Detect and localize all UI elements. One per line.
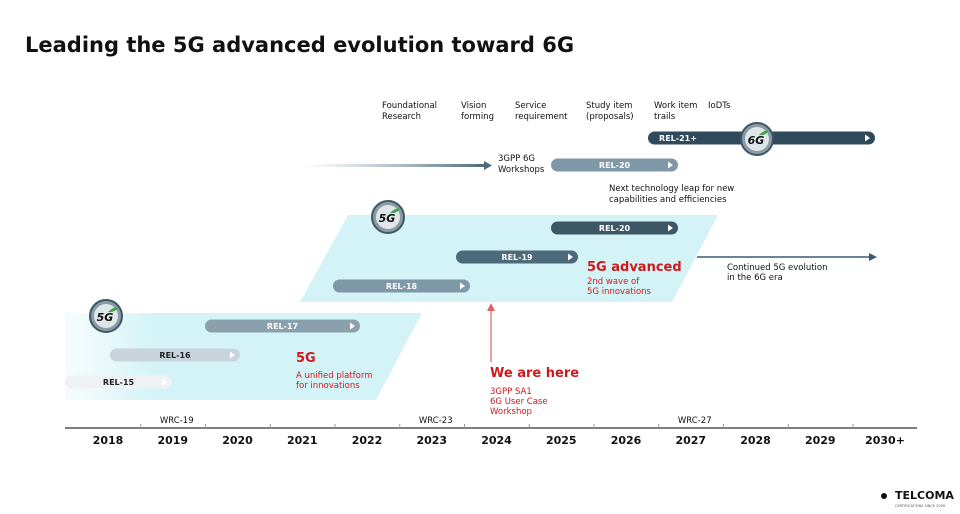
phase-line: Work item [654, 101, 697, 111]
release-label: REL-15 [103, 378, 135, 387]
arrow-head [484, 161, 492, 170]
badge-leaf [390, 208, 400, 214]
badge-label: 5G [379, 212, 396, 225]
here-title: We are here [490, 366, 579, 381]
badge-leaf [759, 130, 769, 136]
year-label: 2022 [352, 434, 383, 447]
year-label: 2030+ [865, 434, 905, 447]
bar-arrow [230, 351, 235, 359]
phase-line: (proposals) [586, 112, 634, 122]
release-bar [65, 375, 172, 389]
year-label: 2029 [805, 434, 836, 447]
badge-leaf [108, 307, 118, 313]
release-label: REL-18 [386, 282, 418, 291]
year-label: 2026 [611, 434, 642, 447]
release-label: REL-20 [599, 224, 631, 233]
phase-label: Vision forming [461, 101, 494, 122]
phase-label: IoDTs [708, 101, 731, 111]
fiveg-title: 5G [296, 351, 316, 366]
year-label: 2025 [546, 434, 577, 447]
phase-line: Study item [586, 101, 632, 111]
release-label: REL-21+ [659, 134, 697, 143]
release-label: REL-20 [599, 161, 631, 170]
logo-name: TELCOMA [895, 489, 954, 502]
release-bar [333, 279, 470, 293]
phase-line: Foundational [382, 101, 437, 111]
year-label: 2018 [93, 434, 124, 447]
workshops: 3GPP 6G Workshops [498, 154, 545, 175]
bar-arrow [568, 253, 573, 261]
bar-arrow [350, 322, 355, 330]
workshop-arrow [305, 164, 485, 167]
phase-line: forming [461, 112, 494, 122]
phase-label: Foundational Research [382, 101, 437, 122]
release-bar [551, 221, 678, 235]
year-label: 2024 [481, 434, 512, 447]
release-bar [551, 158, 678, 172]
phase-label: Service requirement [515, 101, 568, 122]
year-label: 2028 [740, 434, 771, 447]
arrow-head [487, 303, 495, 311]
bar-arrow [668, 161, 673, 169]
badge-label: 6G [748, 134, 765, 147]
year-label: 2021 [287, 434, 318, 447]
release-bar [205, 319, 360, 333]
bar-arrow [162, 378, 167, 386]
bar-arrow [865, 134, 870, 142]
wrc-label: WRC-23 [419, 416, 453, 426]
arrow-head [869, 253, 877, 261]
wrc-label: WRC-19 [160, 416, 194, 426]
bar-arrow [668, 224, 673, 232]
advanced-text: 2nd wave of 5G innovations [587, 277, 652, 297]
fiveg-text: A unified platform for innovations [296, 371, 372, 391]
release-label: REL-16 [159, 351, 191, 360]
phase-line: Service [515, 101, 546, 111]
logo-icon [881, 493, 887, 499]
release-label: REL-17 [267, 322, 298, 331]
phase-line: IoDTs [708, 101, 731, 111]
bar-arrow [460, 282, 465, 290]
release-bar [456, 250, 578, 264]
title: Leading the 5G advanced evolution toward… [25, 33, 574, 57]
phase-line: Research [382, 112, 421, 122]
release-label: REL-19 [501, 253, 533, 262]
logo: TELCOMA CERTIFICATIONS SINCE 2009 [881, 489, 954, 508]
year-label: 2027 [675, 434, 706, 447]
phase-line: Vision [461, 101, 486, 111]
year-label: 2019 [157, 434, 188, 447]
phase-label: Study item (proposals) [586, 101, 634, 122]
release-bar [110, 348, 240, 362]
advanced-title: 5G advanced [587, 260, 682, 275]
here-text: 3GPP SA1 6G User Case Workshop [490, 387, 548, 417]
logo-tagline: CERTIFICATIONS SINCE 2009 [895, 504, 945, 508]
phase-line: requirement [515, 112, 568, 122]
year-label: 2023 [416, 434, 447, 447]
year-label: 2020 [222, 434, 253, 447]
phase-line: trails [654, 112, 676, 122]
badge-label: 5G [97, 311, 114, 324]
continued-text: Continued 5G evolution in the 6G era [727, 263, 828, 283]
phase-label: Work item trails [654, 101, 697, 122]
next-leap: Next technology leap for new capabilities… [609, 184, 734, 205]
wrc-label: WRC-27 [678, 416, 712, 426]
